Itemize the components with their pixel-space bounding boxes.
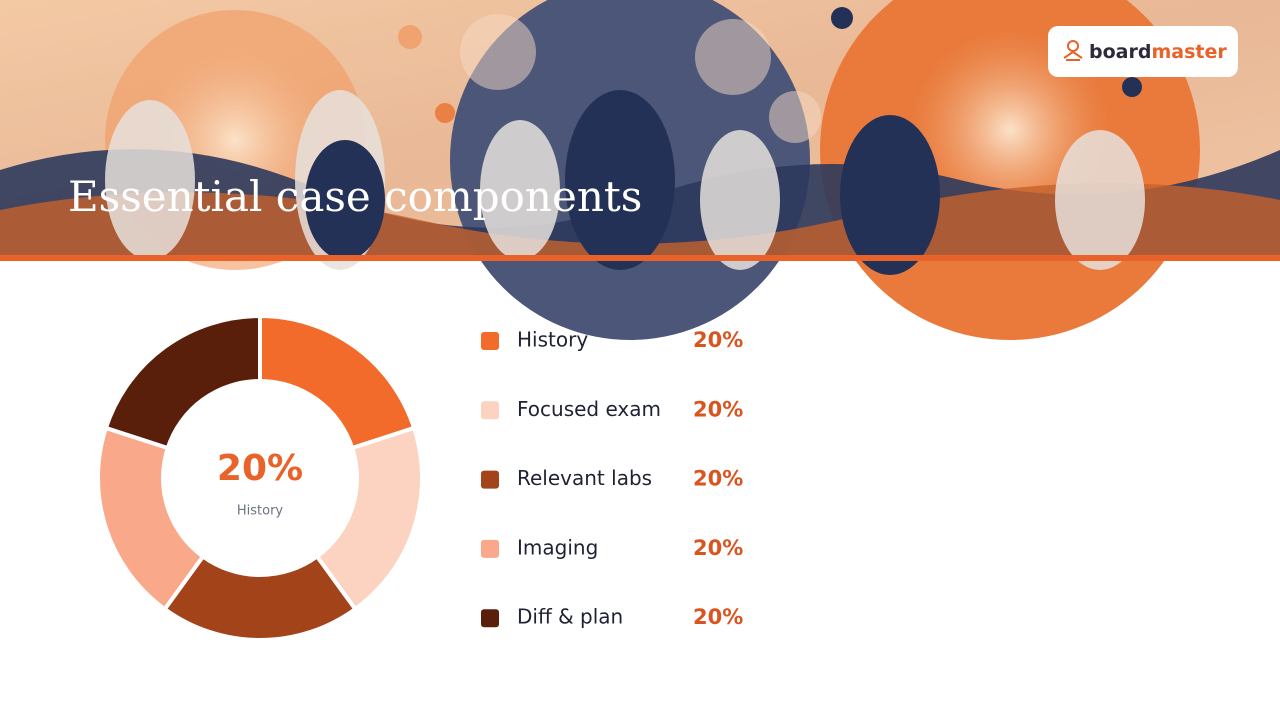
legend-value: 20% [693,328,743,352]
legend-label: History [517,328,588,352]
center-value: 20% [217,448,303,489]
legend-swatch [481,401,499,420]
slide-title: Essential case components [68,172,642,221]
pie-segment [96,425,206,612]
legend-value: 20% [693,467,743,491]
legend-label: Imaging [517,535,598,559]
legend-swatch [481,470,499,489]
legend-swatch [481,332,499,350]
logo-part: board [1089,41,1151,63]
legend-swatch [481,539,499,558]
legend-value: 20% [693,397,743,421]
logo: boardmaster [1048,26,1238,77]
legend-value: 20% [693,536,743,560]
center-label: History [237,504,284,519]
legend: History 20% Focused exam 20% Relevant labs 20… [481,328,743,629]
logo-text: boardmaster [1089,41,1227,63]
pie-segment [314,425,424,612]
pie-segment [103,313,262,451]
legend-label: Focused exam [517,397,661,421]
pie-segment [258,313,417,451]
logo-part: master [1151,41,1227,63]
pie-segment [161,553,359,642]
legend-label: Relevant labs [517,466,652,490]
legend-swatch [481,609,499,628]
legend-value: 20% [693,605,743,629]
donut-chart: 20% History [96,313,424,642]
legend-label: Diff & plan [517,605,623,629]
